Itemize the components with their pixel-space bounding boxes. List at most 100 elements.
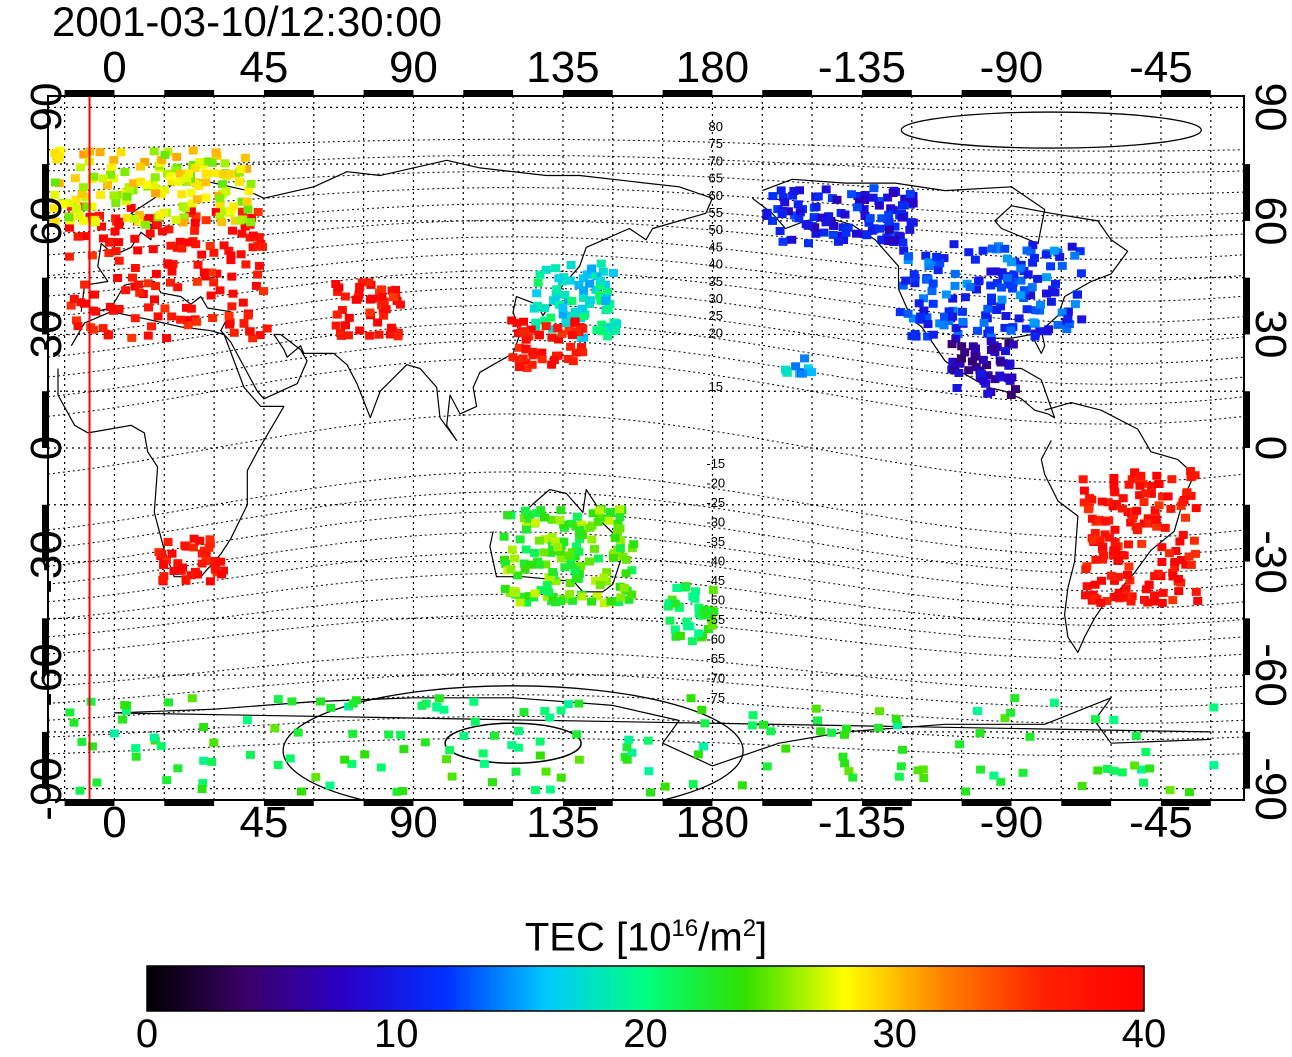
tec-cell [578,348,588,357]
tec-cell [197,559,207,568]
lat-tick-label: 90 [1246,82,1292,132]
tec-cell [1140,595,1149,604]
tec-cell [935,319,945,328]
mag-lat-contour [48,339,1244,405]
contour-label: 50 [709,222,723,237]
tec-cell [551,598,561,607]
tec-cell [273,695,283,704]
tec-cell [160,304,170,313]
tec-cell [507,545,517,554]
tec-cell [133,246,143,255]
tec-cell [1136,471,1146,480]
tec-cell [547,515,557,524]
tec-cell [237,229,247,238]
tec-cell [933,266,943,275]
tec-cell [262,324,272,333]
tec-cell [996,358,1006,367]
tec-cell [167,312,177,321]
tec-cell [1108,551,1118,560]
tec-cell [532,289,542,298]
tec-cell [248,334,258,343]
frame-bar [1061,800,1112,806]
tec-cell [215,194,225,203]
tec-cell [1042,273,1052,282]
tec-cell [674,603,684,612]
tec-cell [877,214,887,223]
tec-cell [519,559,529,568]
tec-cell [95,148,105,157]
tec-cell [511,767,521,776]
frame-bar [662,90,713,96]
tec-cell [700,719,710,728]
tec-cell [839,236,849,244]
tec-cell [906,218,916,227]
tec-cell [529,593,539,602]
frame-bar [1244,277,1250,335]
tec-cell [65,199,75,208]
tec-cell [162,776,172,785]
tec-cell [1124,562,1134,571]
tec-cell [197,785,207,793]
lat-tick-label: 90 [22,82,71,132]
tec-cell [253,208,263,216]
tec-cell [840,759,850,768]
tec-cell [1099,551,1108,560]
contour-label: -20 [706,476,725,491]
tec-cell [442,755,451,764]
tec-cell [838,752,848,761]
tec-cell [847,190,857,199]
tec-cell [189,534,199,543]
tec-cell [1011,385,1020,394]
tec-cell [566,555,576,564]
tec-cell [860,212,870,220]
tec-cell [1023,270,1033,279]
tec-cell [1167,475,1177,484]
tec-cell [537,355,547,364]
tec-cell [207,268,216,277]
tec-cell [595,506,604,515]
frame-bar [263,90,314,96]
tec-cell [629,540,639,549]
tec-cell [226,251,236,260]
tec-cell [209,248,219,257]
tec-cell [524,518,533,527]
tec-cell [599,573,609,582]
tec-cell [258,242,267,251]
contour-label: 20 [709,325,723,340]
tec-cell [883,193,893,202]
tec-cell [807,368,816,377]
tec-cell [79,150,89,159]
tec-cell [1031,306,1041,315]
tec-cell [225,170,235,179]
tec-cell [571,574,581,583]
tec-cell [387,323,396,332]
tec-cell [898,745,907,754]
tec-cell [566,561,576,569]
contour-label: 65 [709,171,723,186]
tec-cell [1123,508,1133,516]
tec-cell [190,226,200,235]
lat-tick-label: -30 [1246,529,1292,594]
tec-cell [1091,715,1100,724]
tec-cell [511,589,521,598]
tec-cell [224,311,234,320]
tec-cell [919,774,929,782]
tec-cell [923,275,933,284]
tec-cell [983,389,993,398]
tec-cell [1150,506,1160,515]
frame-bar [861,90,912,96]
tec-cell [78,183,88,192]
tec-cell [954,369,964,377]
tec-cell [98,324,108,333]
tec-cell [989,771,999,780]
tec-cell [155,211,165,220]
tec-cell [149,147,159,156]
tec-cell [1016,276,1026,285]
tec-cell [151,282,161,291]
tec-cell [510,554,519,563]
tec-cell [470,717,480,726]
tec-cell [192,277,202,286]
tec-cell [957,354,966,363]
tec-cell [1008,340,1018,349]
tec-cell [143,331,153,340]
